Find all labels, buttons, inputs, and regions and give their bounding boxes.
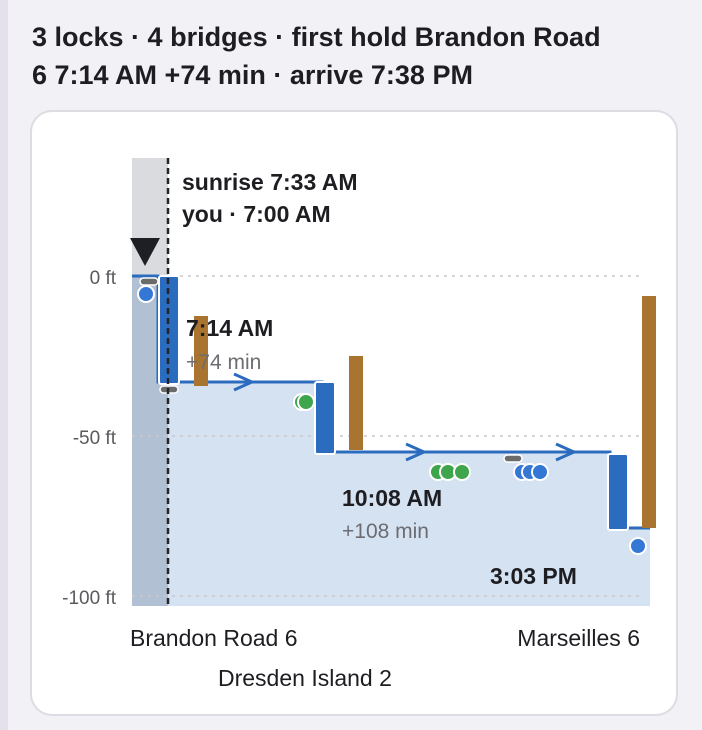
you-time-label: you · 7:00 AM bbox=[182, 201, 331, 227]
x-axis-label: Marseilles 6 bbox=[517, 625, 640, 651]
hold-time-label: 3:03 PM bbox=[490, 563, 577, 589]
y-tick-label: -50 ft bbox=[73, 428, 117, 449]
summary-line-2: 6 7:14 AM +74 min · arrive 7:38 PM bbox=[32, 60, 473, 90]
elevation-profile-chart[interactable]: 0 ft -50 ft -100 ft bbox=[32, 112, 678, 716]
gray-marker bbox=[503, 454, 523, 463]
water-area bbox=[132, 276, 650, 606]
route-summary: 3 locks · 4 bridges · first hold Brandon… bbox=[32, 18, 692, 94]
bridge-bar[interactable] bbox=[194, 316, 208, 386]
hold-time-label: 10:08 AM bbox=[342, 485, 442, 511]
hold-delay-label: +74 min bbox=[186, 351, 261, 374]
direction-arrow bbox=[555, 442, 578, 462]
hold-time-label: 7:14 AM bbox=[186, 315, 273, 341]
lock-bar[interactable] bbox=[607, 453, 629, 531]
sunrise-label: sunrise 7:33 AM bbox=[182, 169, 358, 195]
left-edge-rule bbox=[0, 0, 8, 730]
green-marker[interactable] bbox=[297, 393, 315, 411]
green-marker[interactable] bbox=[453, 463, 471, 481]
blue-marker[interactable] bbox=[629, 537, 647, 555]
x-axis-label: Dresden Island 2 bbox=[218, 665, 392, 691]
blue-marker[interactable] bbox=[531, 463, 549, 481]
direction-arrow bbox=[405, 442, 428, 462]
bridge-bar[interactable] bbox=[642, 296, 656, 528]
y-tick-label: 0 ft bbox=[90, 268, 117, 289]
gray-marker bbox=[139, 277, 159, 286]
hold-delay-label: +108 min bbox=[342, 520, 429, 543]
pre-sunrise-shade bbox=[132, 158, 168, 276]
blue-marker[interactable] bbox=[137, 285, 155, 303]
elevation-profile-card: 0 ft -50 ft -100 ft bbox=[30, 110, 678, 716]
bridge-bar[interactable] bbox=[349, 356, 363, 450]
y-tick-label: -100 ft bbox=[62, 588, 117, 609]
direction-arrow bbox=[233, 372, 256, 392]
lock-bar[interactable] bbox=[314, 381, 336, 455]
summary-line-1: 3 locks · 4 bridges · first hold Brandon… bbox=[32, 22, 601, 52]
x-axis-label: Brandon Road 6 bbox=[130, 625, 298, 651]
current-position-icon bbox=[130, 238, 160, 266]
